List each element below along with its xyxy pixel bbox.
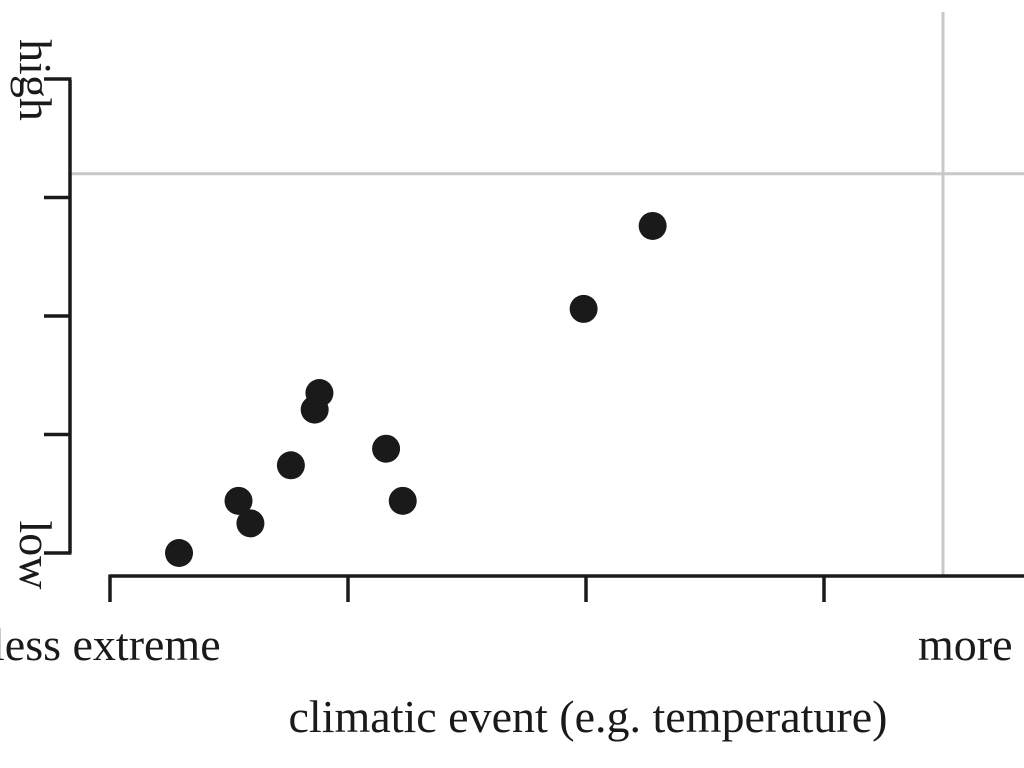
y-axis-high-label: high: [10, 39, 61, 121]
data-points: [165, 211, 667, 567]
x-axis-low-label: less extreme: [0, 619, 221, 670]
data-point: [305, 379, 334, 408]
data-point: [372, 434, 401, 463]
data-point: [276, 451, 305, 480]
data-point: [388, 486, 417, 515]
x-axis-high-label: more: [918, 619, 1013, 670]
data-point: [638, 211, 667, 240]
reference-lines: [68, 12, 1024, 576]
data-point: [165, 539, 194, 567]
data-point: [236, 509, 265, 538]
data-point: [224, 486, 253, 515]
data-point: [569, 294, 598, 323]
x-axis-title: climatic event (e.g. temperature): [289, 691, 888, 742]
y-axis-low-label: low: [10, 521, 61, 591]
axes: [44, 77, 1024, 602]
